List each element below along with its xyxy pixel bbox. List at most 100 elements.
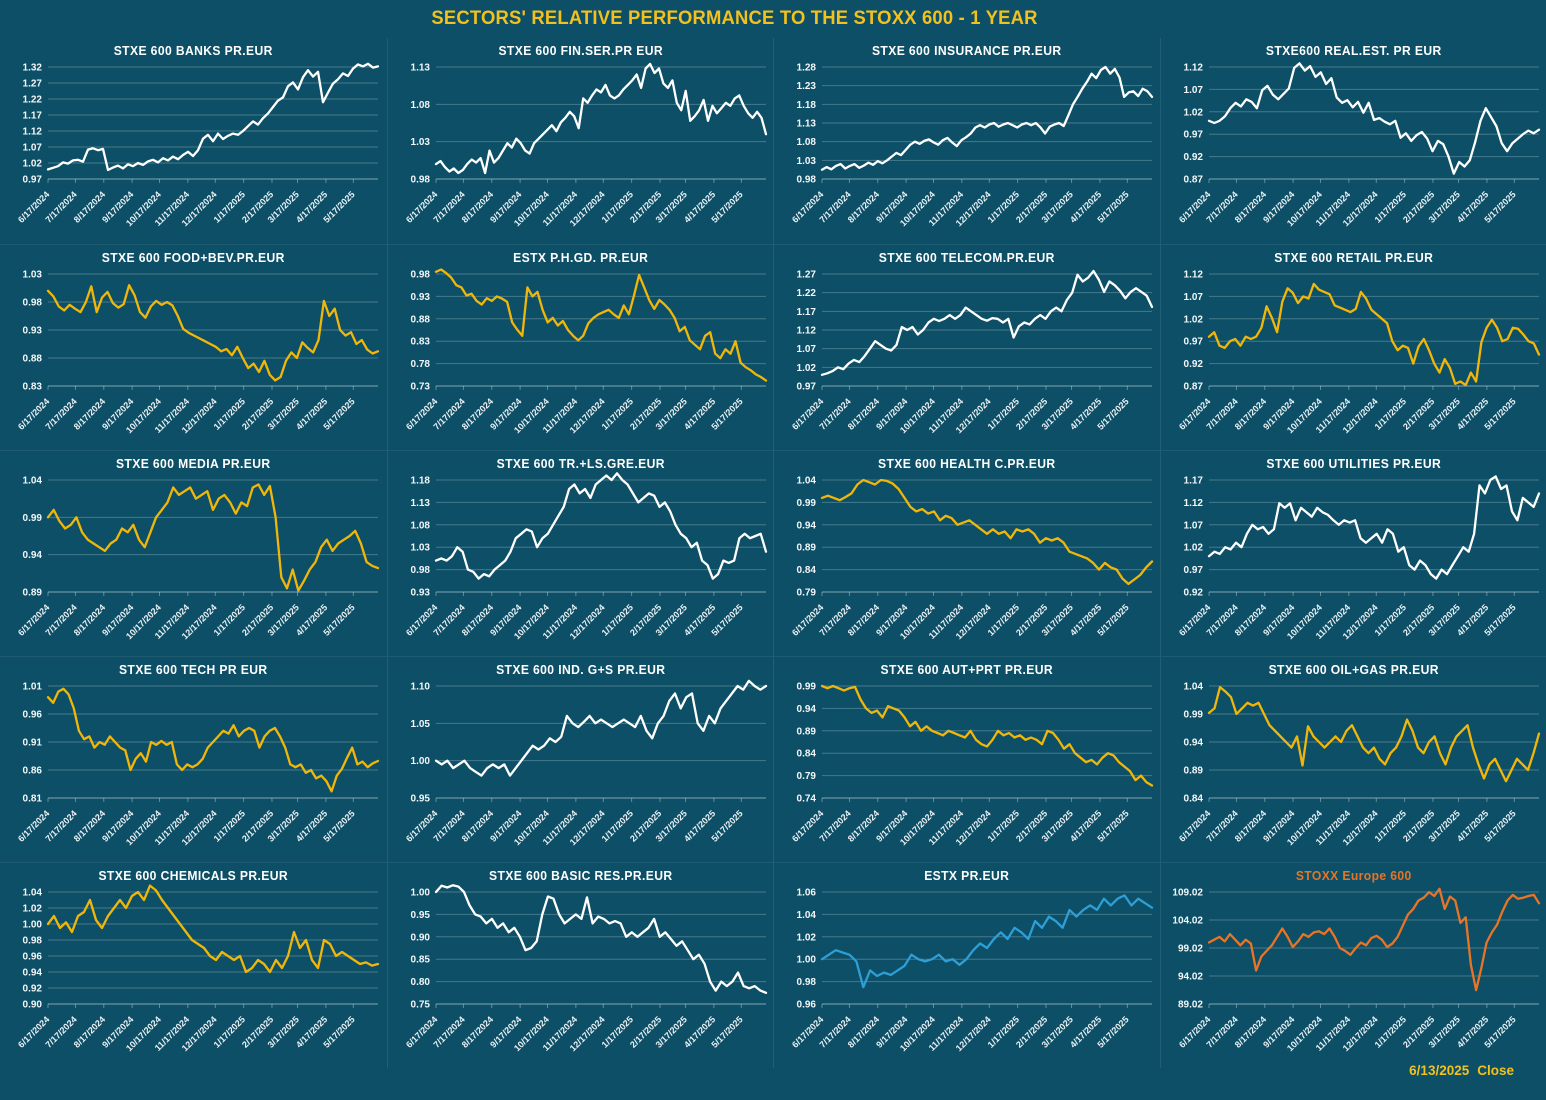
- series-line: [46, 284, 380, 382]
- svg-text:1.13: 1.13: [797, 119, 817, 130]
- svg-text:0.92: 0.92: [23, 984, 43, 995]
- svg-text:0.79: 0.79: [797, 588, 817, 599]
- svg-text:1.07: 1.07: [797, 344, 817, 355]
- chart-plot: 0.790.840.890.940.991.046/17/20247/17/20…: [790, 476, 1154, 641]
- chart-stxe-600-tech-pr-eur: STXE 600 TECH PR EUR 0.81 0.86 0.91 0.96 1.01…: [0, 656, 387, 862]
- svg-text:0.91: 0.91: [23, 738, 43, 749]
- svg-text:0.78: 0.78: [410, 359, 430, 370]
- series-line: [46, 884, 380, 974]
- chart-stxe-600-chemicals-pr-eur: STXE 600 CHEMICALS PR.EUR 0.90 0.92 0.94 0.9…: [0, 862, 387, 1068]
- charts-grid: STXE 600 BANKS PR.EUR 0.97 1.02 1.07 1.12 1.1…: [0, 38, 1546, 1068]
- series-line: [46, 483, 380, 592]
- svg-text:0.84: 0.84: [797, 749, 817, 760]
- svg-text:0.83: 0.83: [23, 382, 43, 393]
- chart-title: ESTX PR.EUR: [924, 869, 1010, 883]
- svg-text:1.13: 1.13: [410, 498, 430, 509]
- svg-text:0.89: 0.89: [1183, 766, 1203, 777]
- svg-text:0.81: 0.81: [23, 794, 43, 805]
- svg-text:1.10: 1.10: [410, 682, 430, 693]
- svg-text:0.99: 0.99: [797, 682, 817, 693]
- series-line: [1207, 62, 1540, 175]
- chart-stxe-600-ind-g-s-pr-eur: STXE 600 IND. G+S PR.EUR 0.95 1.00 1.05 1.10…: [386, 656, 773, 862]
- series-line: [820, 478, 1154, 586]
- series-line: [46, 687, 380, 793]
- chart-stxe-600-basic-res-pr-eur: STXE 600 BASIC RES.PR.EUR 0.75 0.80 0.85 0.9…: [386, 862, 773, 1068]
- svg-text:1.17: 1.17: [1183, 476, 1203, 487]
- series-line: [434, 679, 767, 777]
- chart-plot: 0.870.920.971.021.071.126/17/20247/17/20…: [1177, 62, 1540, 228]
- chart-stxe-600-tr-ls-gre-eur: STXE 600 TR.+LS.GRE.EUR 0.93 0.98 1.03 1.08 1…: [386, 450, 773, 656]
- svg-text:0.85: 0.85: [410, 955, 430, 966]
- svg-text:0.98: 0.98: [23, 298, 43, 309]
- svg-text:1.07: 1.07: [1183, 85, 1203, 96]
- svg-text:0.93: 0.93: [23, 326, 43, 337]
- svg-text:0.87: 0.87: [1183, 175, 1203, 186]
- chart-title: STXE 600 TELECOM.PR.EUR: [878, 251, 1055, 265]
- svg-text:0.90: 0.90: [410, 932, 430, 943]
- series-line: [1207, 475, 1540, 580]
- svg-text:0.97: 0.97: [23, 175, 43, 186]
- chart-plot: 0.890.940.991.046/17/20247/17/20248/17/2…: [16, 476, 380, 641]
- svg-text:0.88: 0.88: [23, 354, 43, 365]
- svg-text:0.98: 0.98: [797, 175, 817, 186]
- chart-plot: 0.951.001.051.106/17/20247/17/20248/17/2…: [404, 679, 767, 847]
- svg-text:99.02: 99.02: [1177, 944, 1202, 955]
- svg-text:1.03: 1.03: [410, 543, 430, 554]
- chart-stxe-600-banks-pr-eur: STXE 600 BANKS PR.EUR 0.97 1.02 1.07 1.12 1.1…: [0, 38, 387, 244]
- chart-plot: 0.981.031.081.131.181.231.286/17/20247/1…: [790, 63, 1154, 228]
- chart-stxe600-real-est-pr-eur: STXE600 REAL.EST. PR EUR 0.87 0.92 0.97 1.02…: [1159, 38, 1546, 244]
- svg-text:0.92: 0.92: [1183, 152, 1203, 163]
- series-line: [434, 472, 767, 580]
- svg-text:1.02: 1.02: [797, 363, 817, 374]
- chart-stxe-600-aut-prt-pr-eur: STXE 600 AUT+PRT PR.EUR 0.74 0.79 0.84 0.89 0…: [773, 656, 1160, 862]
- svg-text:1.02: 1.02: [1183, 314, 1203, 325]
- svg-text:1.06: 1.06: [797, 888, 817, 899]
- svg-text:1.04: 1.04: [23, 476, 43, 487]
- chart-stxe-600-utilities-pr-eur: STXE 600 UTILITIES PR.EUR 0.92 0.97 1.02 1.0…: [1159, 450, 1546, 656]
- svg-text:0.98: 0.98: [410, 565, 430, 576]
- chart-title: STXE 600 HEALTH C.PR.EUR: [877, 457, 1056, 471]
- series-line: [46, 62, 380, 172]
- chart-stxe-600-fin-ser-pr-eur: STXE 600 FIN.SER.PR EUR 0.98 1.03 1.08 1.13 6…: [386, 38, 774, 244]
- chart-title: STXE 600 TR.+LS.GRE.EUR: [496, 457, 665, 471]
- svg-text:1.02: 1.02: [1183, 107, 1203, 118]
- series-line: [434, 884, 767, 994]
- svg-text:1.00: 1.00: [797, 955, 817, 966]
- svg-text:1.00: 1.00: [23, 920, 43, 931]
- svg-text:1.08: 1.08: [410, 100, 430, 111]
- chart-stxe-600-health-c-pr-eur: STXE 600 HEALTH C.PR.EUR 0.79 0.84 0.89 0.94…: [773, 450, 1160, 656]
- chart-plot: 0.960.981.001.021.041.066/17/20247/17/20…: [790, 888, 1154, 1053]
- chart-estx-p-h-gd-pr-eur: ESTX P.H.GD. PR.EUR 0.73 0.78 0.83 0.88 0.93 0…: [386, 244, 773, 450]
- svg-text:0.99: 0.99: [797, 498, 817, 509]
- page-header: SECTORS' RELATIVE PERFORMANCE TO THE STO…: [0, 0, 1546, 38]
- svg-text:0.94: 0.94: [23, 968, 43, 979]
- svg-text:0.94: 0.94: [1183, 738, 1203, 749]
- chart-plot: 0.870.920.971.021.071.126/17/20247/17/20…: [1177, 270, 1540, 435]
- svg-text:0.79: 0.79: [797, 771, 817, 782]
- chart-title: STXE 600 INSURANCE PR.EUR: [871, 44, 1062, 58]
- svg-text:1.02: 1.02: [23, 159, 43, 170]
- svg-text:0.92: 0.92: [1183, 588, 1203, 599]
- svg-text:1.02: 1.02: [1183, 543, 1203, 554]
- chart-plot: 89.0294.0299.02104.02109.026/17/20247/17…: [1172, 887, 1540, 1053]
- svg-text:1.07: 1.07: [23, 143, 43, 154]
- svg-text:0.80: 0.80: [410, 977, 430, 988]
- chart-plot: 0.971.021.071.121.171.221.276/17/20247/1…: [790, 270, 1154, 435]
- svg-text:89.02: 89.02: [1177, 1000, 1202, 1011]
- svg-text:0.95: 0.95: [410, 794, 430, 805]
- svg-text:0.75: 0.75: [410, 1000, 430, 1011]
- svg-text:1.12: 1.12: [1183, 63, 1203, 74]
- svg-text:1.22: 1.22: [797, 288, 817, 299]
- svg-text:1.07: 1.07: [1183, 520, 1203, 531]
- series-line: [1207, 887, 1540, 992]
- svg-text:0.94: 0.94: [797, 704, 817, 715]
- chart-stxe-600-food-bev-pr-eur: STXE 600 FOOD+BEV.PR.EUR 0.83 0.88 0.93 0.98…: [0, 244, 387, 450]
- chart-title: STXE 600 IND. G+S PR.EUR: [495, 663, 665, 677]
- chart-title: STOXX Europe 600: [1295, 869, 1412, 883]
- chart-title: STXE 600 OIL+GAS PR.EUR: [1268, 663, 1439, 677]
- chart-stxe-600-insurance-pr-eur: STXE 600 INSURANCE PR.EUR 0.98 1.03 1.08 1.1…: [773, 38, 1160, 244]
- svg-text:104.02: 104.02: [1172, 916, 1203, 927]
- close-label: Close: [1477, 1063, 1514, 1078]
- svg-text:1.03: 1.03: [410, 137, 430, 148]
- chart-title: STXE 600 BANKS PR.EUR: [113, 44, 273, 58]
